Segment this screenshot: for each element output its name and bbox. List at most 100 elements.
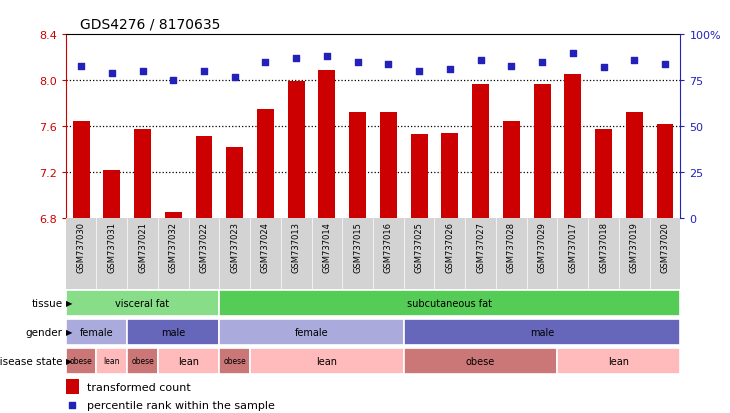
Bar	[496, 219, 527, 289]
Point	[167, 78, 179, 84]
Text: GSM737017: GSM737017	[568, 222, 577, 273]
Point	[413, 69, 425, 75]
Bar	[434, 219, 465, 289]
Bar	[134, 129, 151, 219]
Text: GSM737015: GSM737015	[353, 222, 362, 273]
Text: GSM737031: GSM737031	[107, 222, 116, 273]
Text: GSM737032: GSM737032	[169, 222, 178, 273]
Text: gender: gender	[26, 327, 63, 337]
Bar	[66, 349, 96, 374]
Bar	[127, 219, 158, 289]
Bar	[558, 219, 588, 289]
Bar	[404, 320, 680, 345]
Bar	[96, 219, 127, 289]
Point	[352, 59, 364, 66]
Bar	[219, 291, 680, 316]
Point	[598, 65, 610, 71]
Point	[75, 63, 87, 70]
Text: male: male	[530, 327, 554, 337]
Text: obese: obese	[223, 356, 246, 365]
Bar	[404, 219, 434, 289]
Text: ▶: ▶	[66, 299, 73, 307]
Bar	[626, 113, 642, 219]
Text: percentile rank within the sample: percentile rank within the sample	[87, 400, 275, 410]
Text: male: male	[161, 327, 185, 337]
Bar	[411, 135, 428, 219]
Bar	[442, 134, 458, 219]
Point	[198, 69, 210, 75]
Bar	[188, 219, 219, 289]
Bar	[165, 213, 182, 219]
Bar	[226, 148, 243, 219]
Bar	[104, 171, 120, 219]
Point	[444, 67, 456, 74]
Bar	[650, 219, 680, 289]
Bar	[288, 82, 304, 219]
Point	[291, 56, 302, 62]
Text: GSM737028: GSM737028	[507, 222, 516, 273]
Bar	[373, 219, 404, 289]
Point	[567, 50, 579, 57]
Bar	[472, 85, 489, 219]
Bar	[312, 219, 342, 289]
Bar	[595, 129, 612, 219]
Text: disease state: disease state	[0, 356, 63, 366]
Text: GSM737018: GSM737018	[599, 222, 608, 273]
Point	[137, 69, 148, 75]
Point	[106, 70, 118, 77]
Point	[505, 63, 517, 70]
Text: GSM737014: GSM737014	[323, 222, 331, 273]
Point	[260, 59, 272, 66]
Text: GSM737027: GSM737027	[476, 222, 485, 273]
Text: GSM737021: GSM737021	[138, 222, 147, 273]
Bar	[66, 291, 219, 316]
Bar	[127, 320, 219, 345]
Text: GSM737024: GSM737024	[261, 222, 270, 273]
Point	[474, 57, 486, 64]
Text: lean: lean	[316, 356, 337, 366]
Bar	[656, 125, 674, 219]
Bar	[380, 113, 397, 219]
Bar	[219, 320, 404, 345]
Text: lean: lean	[104, 356, 120, 365]
Bar	[72, 121, 90, 219]
Bar	[465, 219, 496, 289]
Text: GSM737030: GSM737030	[77, 222, 85, 273]
Text: subcutaneous fat: subcutaneous fat	[407, 298, 492, 308]
Bar	[534, 85, 550, 219]
Bar	[558, 349, 680, 374]
Text: ▶: ▶	[66, 356, 73, 365]
Text: tissue: tissue	[31, 298, 63, 308]
Point	[383, 61, 394, 68]
Bar	[349, 113, 366, 219]
Bar	[564, 75, 581, 219]
Text: GSM737026: GSM737026	[445, 222, 454, 273]
Text: transformed count: transformed count	[87, 382, 191, 392]
Text: obese: obese	[69, 356, 93, 365]
Point	[229, 74, 241, 81]
Point	[66, 401, 78, 408]
Point	[629, 57, 640, 64]
Text: obese: obese	[466, 356, 495, 366]
Text: lean: lean	[178, 356, 199, 366]
Bar	[404, 349, 558, 374]
Bar	[66, 219, 96, 289]
Bar	[588, 219, 619, 289]
Text: visceral fat: visceral fat	[115, 298, 169, 308]
Point	[537, 59, 548, 66]
Point	[321, 54, 333, 60]
Point	[659, 61, 671, 68]
Text: obese: obese	[131, 356, 154, 365]
Bar	[219, 349, 250, 374]
Text: GSM737013: GSM737013	[292, 222, 301, 273]
Text: ▶: ▶	[66, 328, 73, 336]
Bar	[66, 380, 80, 394]
Bar	[66, 320, 127, 345]
Text: GDS4276 / 8170635: GDS4276 / 8170635	[80, 17, 220, 31]
Bar	[96, 349, 127, 374]
Bar	[127, 349, 158, 374]
Text: GSM737019: GSM737019	[630, 222, 639, 273]
Text: lean: lean	[608, 356, 629, 366]
Bar	[250, 219, 281, 289]
Bar	[527, 219, 558, 289]
